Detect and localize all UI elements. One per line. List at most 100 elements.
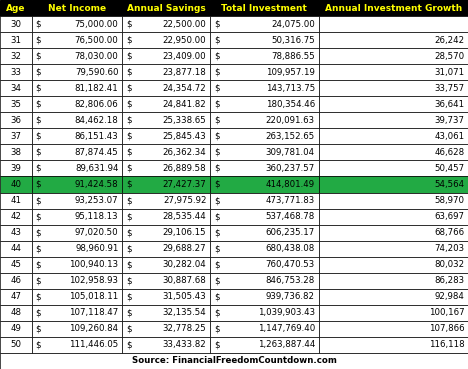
- Bar: [0, 161, 32, 176]
- Bar: [319, 257, 468, 273]
- Text: 33: 33: [10, 68, 22, 77]
- Bar: [0, 0, 32, 16]
- Text: $: $: [126, 20, 132, 28]
- Bar: [122, 241, 210, 257]
- Text: 39,737: 39,737: [434, 116, 464, 125]
- Bar: [32, 257, 122, 273]
- Text: 180,354.46: 180,354.46: [266, 100, 315, 109]
- Text: $: $: [126, 84, 132, 93]
- Text: 46,628: 46,628: [434, 148, 464, 157]
- Text: $: $: [214, 84, 219, 93]
- Text: 50,457: 50,457: [434, 164, 464, 173]
- Text: $: $: [214, 196, 219, 205]
- Text: 36: 36: [10, 116, 22, 125]
- Bar: [210, 257, 319, 273]
- Bar: [32, 321, 122, 337]
- Text: Annual Savings: Annual Savings: [127, 4, 205, 13]
- Bar: [210, 321, 319, 337]
- Text: $: $: [214, 180, 219, 189]
- Text: $: $: [36, 308, 41, 317]
- Bar: [210, 0, 319, 16]
- Text: 31,505.43: 31,505.43: [163, 292, 206, 301]
- Bar: [32, 64, 122, 80]
- Bar: [319, 193, 468, 208]
- Text: $: $: [36, 341, 41, 349]
- Bar: [210, 241, 319, 257]
- Bar: [32, 208, 122, 225]
- Text: $: $: [214, 292, 219, 301]
- Bar: [122, 337, 210, 353]
- Text: 606,235.17: 606,235.17: [266, 228, 315, 237]
- Text: 473,771.83: 473,771.83: [266, 196, 315, 205]
- Text: 105,018.11: 105,018.11: [69, 292, 118, 301]
- Bar: [319, 161, 468, 176]
- Bar: [0, 257, 32, 273]
- Bar: [122, 161, 210, 176]
- Text: 30: 30: [10, 20, 22, 28]
- Text: 31: 31: [10, 36, 22, 45]
- Text: $: $: [36, 52, 41, 61]
- Text: $: $: [36, 100, 41, 109]
- Text: 33,433.82: 33,433.82: [163, 341, 206, 349]
- Text: $: $: [214, 276, 219, 285]
- Text: $: $: [126, 308, 132, 317]
- Bar: [32, 241, 122, 257]
- Bar: [122, 257, 210, 273]
- Text: $: $: [126, 68, 132, 77]
- Bar: [319, 96, 468, 112]
- Bar: [122, 48, 210, 64]
- Text: 107,118.47: 107,118.47: [69, 308, 118, 317]
- Bar: [210, 273, 319, 289]
- Bar: [210, 337, 319, 353]
- Bar: [210, 128, 319, 144]
- Text: 91,424.58: 91,424.58: [75, 180, 118, 189]
- Bar: [210, 112, 319, 128]
- Bar: [319, 321, 468, 337]
- Text: $: $: [36, 292, 41, 301]
- Bar: [0, 16, 32, 32]
- Text: 84,462.18: 84,462.18: [75, 116, 118, 125]
- Text: 846,753.28: 846,753.28: [266, 276, 315, 285]
- Text: 74,203: 74,203: [434, 244, 464, 253]
- Text: $: $: [126, 180, 132, 189]
- Text: 26,362.34: 26,362.34: [163, 148, 206, 157]
- Bar: [32, 80, 122, 96]
- Text: 22,500.00: 22,500.00: [163, 20, 206, 28]
- Text: $: $: [126, 116, 132, 125]
- Text: 50: 50: [10, 341, 22, 349]
- Bar: [0, 96, 32, 112]
- Text: $: $: [126, 260, 132, 269]
- Bar: [319, 112, 468, 128]
- Text: $: $: [36, 180, 41, 189]
- Bar: [0, 305, 32, 321]
- Text: $: $: [214, 260, 219, 269]
- Bar: [122, 80, 210, 96]
- Text: 220,091.63: 220,091.63: [266, 116, 315, 125]
- Text: 111,446.05: 111,446.05: [69, 341, 118, 349]
- Bar: [210, 32, 319, 48]
- Bar: [0, 176, 32, 193]
- Bar: [32, 193, 122, 208]
- Text: 50,316.75: 50,316.75: [271, 36, 315, 45]
- Bar: [0, 144, 32, 161]
- Text: $: $: [214, 341, 219, 349]
- Text: 30,282.04: 30,282.04: [163, 260, 206, 269]
- Text: $: $: [36, 84, 41, 93]
- Bar: [122, 64, 210, 80]
- Text: 39: 39: [10, 164, 22, 173]
- Text: Total Investment: Total Investment: [221, 4, 307, 13]
- Bar: [122, 16, 210, 32]
- Bar: [210, 208, 319, 225]
- Text: $: $: [36, 132, 41, 141]
- Text: 46: 46: [10, 276, 22, 285]
- Text: 86,283: 86,283: [434, 276, 464, 285]
- Bar: [0, 208, 32, 225]
- Text: 29,106.15: 29,106.15: [163, 228, 206, 237]
- Text: 25,845.43: 25,845.43: [163, 132, 206, 141]
- Bar: [210, 161, 319, 176]
- Text: $: $: [126, 212, 132, 221]
- Text: $: $: [126, 228, 132, 237]
- Text: 360,237.57: 360,237.57: [266, 164, 315, 173]
- Text: $: $: [214, 116, 219, 125]
- Bar: [210, 305, 319, 321]
